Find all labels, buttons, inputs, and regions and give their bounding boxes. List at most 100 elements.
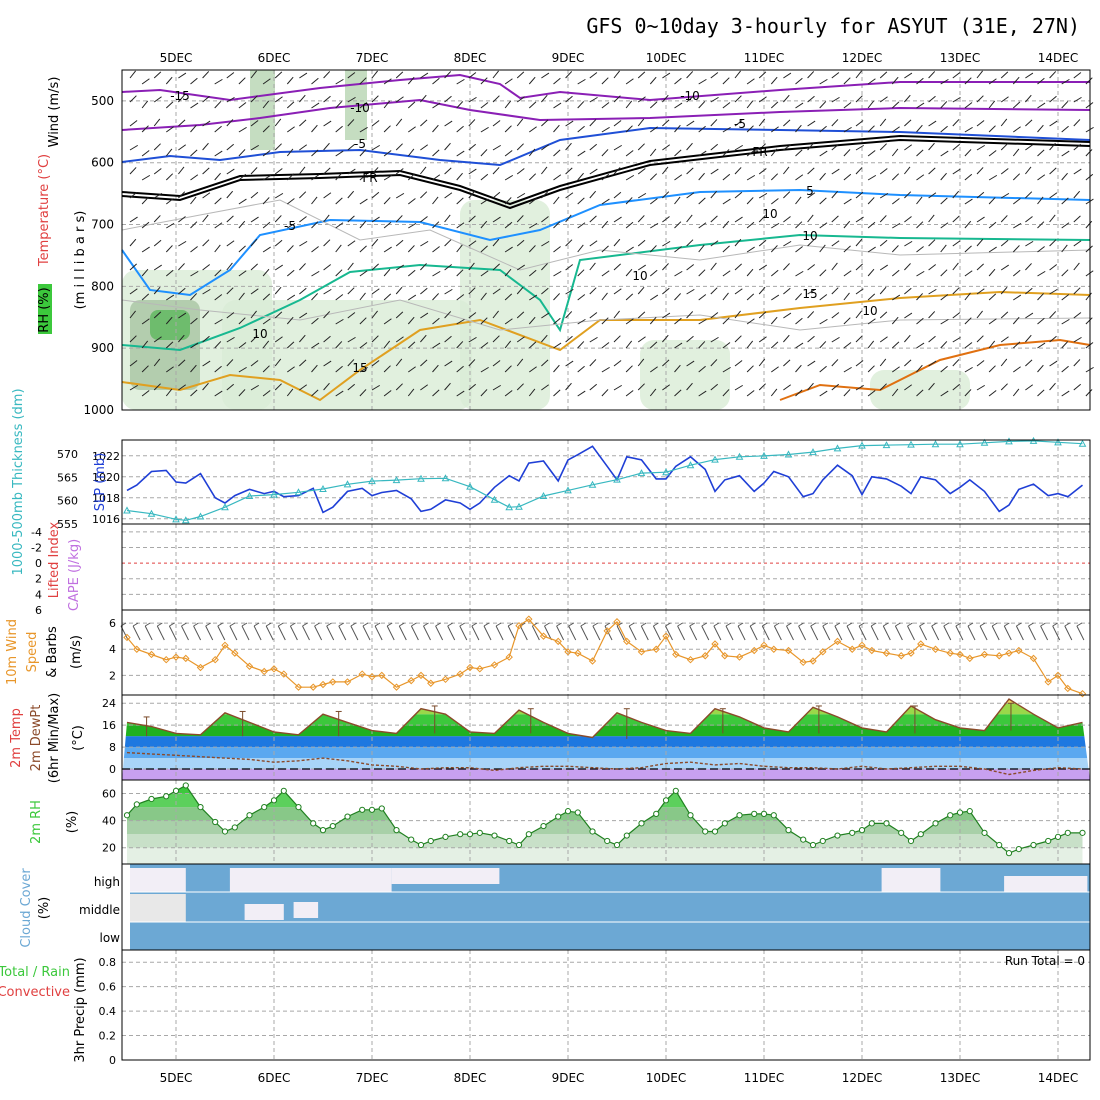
wind-barb [250,216,259,223]
rh-point [981,829,988,836]
wind-barb [129,263,137,271]
wind-barb [541,334,548,343]
wind-barb [1037,270,1046,277]
slp-line [126,445,1083,514]
wind-barb [637,168,646,175]
wind-barb [420,191,428,199]
wind-barb [492,263,500,271]
wind-speed-point [931,645,940,653]
wind-barb [1025,312,1034,319]
rh-point [427,837,434,845]
rh-point [966,808,973,815]
temp-band [122,769,1090,780]
wind-speed-point [784,646,793,655]
wind-barb [504,150,513,157]
wind-barb [480,389,488,397]
wind-barb [395,71,404,79]
wind-barb [698,341,706,349]
wind10-barb [689,625,698,641]
wind-barb [371,263,379,271]
isotherm-label: 10 [252,327,267,341]
wind10-barb-flag [858,622,865,627]
wind-barb [347,336,356,343]
wind-barb [444,167,452,175]
wind-barb [407,198,416,205]
isotherm-line [121,134,1091,206]
isotherm-label: -15 [170,89,190,103]
isotherm-line [121,138,1091,210]
wind-barb [758,168,767,175]
day-label-bottom: 11DEC [744,1071,784,1085]
wind-speed-point [760,641,768,650]
thickness-point [686,461,695,469]
wind-barb [420,94,427,103]
wind-barb [504,100,512,109]
wind-barb [1049,214,1056,223]
wind-barb [468,287,476,295]
wind-barb [335,172,342,181]
wind-barb [226,190,234,199]
wind-barb [274,192,284,199]
wind-barb [976,238,984,247]
day-label-top: 6DEC [258,51,291,65]
wind-barb [359,173,368,181]
wind-speed-point [1078,689,1087,698]
wind-barb [165,269,174,277]
wind-ylabel-b: Speed [25,632,40,673]
wind-barb [178,359,186,367]
wind-barb [722,198,731,205]
wind-barb [831,72,840,79]
wind-speed-point [1054,671,1062,680]
wind-barb [323,288,332,295]
wind-barb [371,384,380,391]
wind-barb [565,71,573,79]
wind-barb [565,382,572,391]
wind-barb [613,263,621,271]
wind-barb [178,72,187,79]
rh-ylabel: 2m RH [29,800,44,844]
wind-speed-point [515,621,523,630]
wind-barb [335,244,342,253]
wind-barb [129,191,138,199]
wind-barb [214,269,222,277]
wind-barb [855,191,864,199]
wind-barb [952,240,961,247]
day-label-top: 7DEC [356,51,389,65]
wind-speed-point [490,661,499,669]
wind-barb [1013,294,1022,301]
wind-barb [190,293,198,301]
wind-barb [407,388,415,397]
wind-barb [758,192,768,199]
wind-barb [553,149,561,157]
wind-barb [807,167,815,175]
wind-barb [516,96,525,103]
wind10-barb-flag [604,622,611,627]
wind-barb [565,335,573,343]
wind10-barb [665,625,673,641]
wind-barb [783,72,792,79]
wind-barb [165,388,173,397]
wind-barb [601,389,609,397]
rh-point [1064,829,1071,836]
wind-barb [746,318,755,325]
isotherm-label: 15 [802,287,817,301]
precip-ylabel-a: Total / Rain [0,965,70,980]
wind-barb [1073,359,1081,367]
wind-barb [250,360,259,367]
wind-barb [843,270,852,277]
wind-barb [286,245,294,253]
wind-barb [1061,341,1069,349]
wind-barb [202,264,211,271]
wind-barb [783,312,792,319]
wind-barb [698,101,706,109]
wind10-barb-flag [737,622,744,627]
wind-barb [686,335,694,343]
wind-barb [783,144,792,151]
wind-barb [867,268,875,277]
wind-barb [432,221,440,229]
wind10-barb [616,625,625,641]
wind-barb [722,102,731,109]
wind-barb [964,292,971,301]
wind-barb [964,198,973,205]
